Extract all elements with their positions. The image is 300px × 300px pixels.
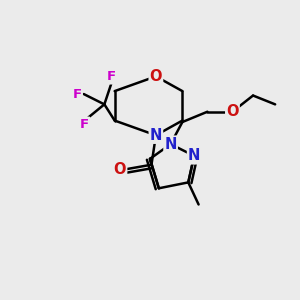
Text: O: O — [150, 69, 162, 84]
Text: F: F — [107, 70, 116, 83]
Text: N: N — [188, 148, 200, 164]
Text: O: O — [114, 162, 126, 177]
Text: O: O — [226, 104, 239, 119]
Text: F: F — [80, 118, 89, 130]
Text: N: N — [164, 136, 177, 152]
Text: F: F — [73, 88, 82, 100]
Text: N: N — [150, 128, 162, 143]
